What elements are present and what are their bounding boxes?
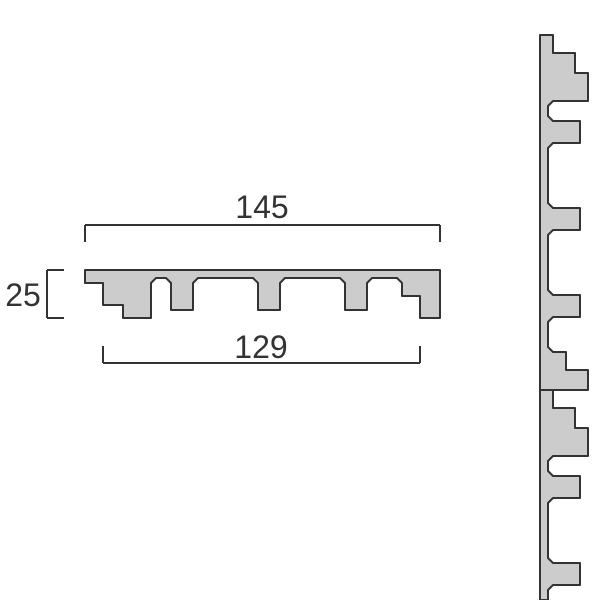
side-cross-section-lower (540, 390, 588, 600)
dimension-top-width: 145 (85, 189, 440, 242)
dimension-top-width-label: 145 (235, 189, 288, 225)
dimension-height: 25 (5, 270, 64, 318)
dimension-height-label: 25 (5, 277, 41, 313)
dimension-bottom-width-label: 129 (234, 329, 287, 365)
dimension-bottom-width: 129 (103, 329, 420, 365)
main-cross-section (85, 270, 440, 318)
profile-diagram: 145 129 25 (0, 0, 600, 600)
side-cross-section-upper (540, 35, 588, 390)
